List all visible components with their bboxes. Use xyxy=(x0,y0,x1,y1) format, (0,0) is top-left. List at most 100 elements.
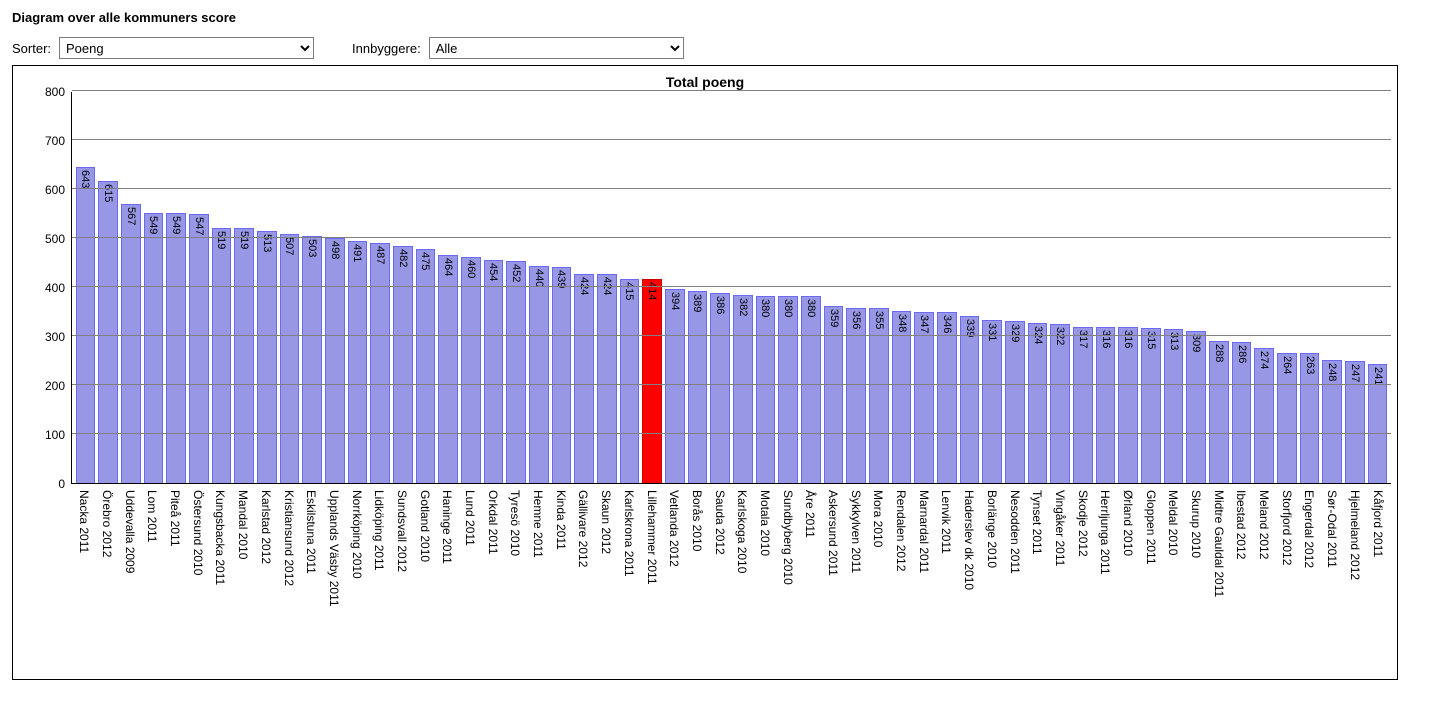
bar-slot: 440 xyxy=(527,92,550,483)
bar: 382 xyxy=(733,295,753,483)
bar: 498 xyxy=(325,238,345,483)
bar: 356 xyxy=(846,308,866,483)
bar-slot: 248 xyxy=(1321,92,1344,483)
bar-value-label: 389 xyxy=(691,294,703,312)
sorter-label: Sorter: xyxy=(12,41,51,56)
bar-value-label: 241 xyxy=(1372,367,1384,385)
bar: 316 xyxy=(1096,327,1116,483)
bar: 346 xyxy=(937,312,957,483)
bar: 424 xyxy=(597,274,617,483)
bar-value-label: 394 xyxy=(669,292,681,310)
x-label: Sykkylven 2011 xyxy=(849,490,863,573)
bar-highlight: 414 xyxy=(642,279,662,483)
x-label: Upplands Väsby 2011 xyxy=(327,490,341,607)
bar: 309 xyxy=(1186,331,1206,483)
x-label-slot: Örebro 2012 xyxy=(96,486,119,671)
x-label-slot: Vetlanda 2012 xyxy=(663,486,686,671)
x-label: Skodje 2012 xyxy=(1076,490,1090,557)
bar: 415 xyxy=(620,279,640,483)
bar-value-label: 264 xyxy=(1281,356,1293,374)
x-label-slot: Norrköping 2010 xyxy=(345,486,368,671)
bar-value-label: 331 xyxy=(986,323,998,341)
bar-slot: 348 xyxy=(890,92,913,483)
bar: 316 xyxy=(1118,327,1138,483)
x-label-slot: Haderslev dk 2010 xyxy=(958,486,981,671)
y-tick-label: 600 xyxy=(45,183,65,197)
bar-slot: 519 xyxy=(210,92,233,483)
bar-slot: 394 xyxy=(663,92,686,483)
bar: 339 xyxy=(960,316,980,483)
x-label: Ibestad 2012 xyxy=(1234,490,1248,559)
bar-slot: 316 xyxy=(1117,92,1140,483)
x-label-slot: Motala 2010 xyxy=(754,486,777,671)
x-label-slot: Vingåker 2011 xyxy=(1049,486,1072,671)
x-label-slot: Sundsvall 2012 xyxy=(391,486,414,671)
bar: 440 xyxy=(529,266,549,483)
bar-value-label: 346 xyxy=(941,315,953,333)
x-label: Hemne 2011 xyxy=(531,490,545,558)
bar-slot: 317 xyxy=(1072,92,1095,483)
bar-slot: 382 xyxy=(731,92,754,483)
x-label-slot: Lenvik 2011 xyxy=(935,486,958,671)
bar-value-label: 519 xyxy=(215,231,227,249)
bar-slot: 439 xyxy=(550,92,573,483)
x-label: Haderslev dk 2010 xyxy=(962,490,976,590)
x-label-slot: Hjelmeland 2012 xyxy=(1344,486,1367,671)
x-label-slot: Sør-Odal 2011 xyxy=(1321,486,1344,671)
bar-slot: 380 xyxy=(754,92,777,483)
bar-slot: 424 xyxy=(573,92,596,483)
x-label-slot: Meland 2012 xyxy=(1253,486,1276,671)
x-label-slot: Karlstad 2012 xyxy=(255,486,278,671)
x-labels-row: Nacka 2011Örebro 2012Uddevalla 2009Lom 2… xyxy=(71,484,1391,671)
x-label: Skurup 2010 xyxy=(1189,490,1203,558)
bar: 475 xyxy=(416,249,436,483)
bar-value-label: 414 xyxy=(646,282,658,300)
bar-value-label: 286 xyxy=(1236,345,1248,363)
x-label-slot: Kåfjord 2011 xyxy=(1366,486,1389,671)
bar-slot: 498 xyxy=(323,92,346,483)
y-tick-label: 500 xyxy=(45,232,65,246)
bar: 359 xyxy=(824,306,844,483)
bar: 460 xyxy=(461,257,481,483)
bar: 439 xyxy=(552,267,572,483)
bar-value-label: 288 xyxy=(1213,344,1225,362)
x-label-slot: Rendalen 2012 xyxy=(890,486,913,671)
bar-value-label: 380 xyxy=(782,299,794,317)
gridline xyxy=(72,335,1391,336)
x-label-slot: Meldal 2010 xyxy=(1162,486,1185,671)
bar-value-label: 454 xyxy=(487,263,499,281)
x-label: Nesodden 2011 xyxy=(1008,490,1022,574)
gridline xyxy=(72,286,1391,287)
bar: 464 xyxy=(438,255,458,483)
x-label: Sundsvall 2012 xyxy=(395,490,409,572)
sorter-select[interactable]: Poeng xyxy=(59,37,314,59)
bar-slot: 549 xyxy=(142,92,165,483)
x-label-slot: Askersund 2011 xyxy=(822,486,845,671)
bar-value-label: 248 xyxy=(1326,363,1338,381)
x-label: Kristiansund 2012 xyxy=(282,490,296,586)
bar-value-label: 329 xyxy=(1009,324,1021,342)
bar: 348 xyxy=(892,311,912,483)
bar: 380 xyxy=(801,296,821,483)
page-title: Diagram over alle kommuners score xyxy=(12,10,1418,25)
x-label: Örebro 2012 xyxy=(100,490,114,557)
x-label: Ørland 2010 xyxy=(1121,490,1135,556)
bar: 394 xyxy=(665,289,685,483)
bar-slot: 464 xyxy=(437,92,460,483)
innbyggere-select[interactable]: Alle xyxy=(429,37,684,59)
x-label: Nacka 2011 xyxy=(77,490,91,553)
bar: 324 xyxy=(1028,323,1048,483)
x-label-slot: Ørland 2010 xyxy=(1117,486,1140,671)
x-label-slot: Engerdal 2012 xyxy=(1298,486,1321,671)
x-label-slot: Lidköping 2011 xyxy=(368,486,391,671)
x-label-slot: Sundbyberg 2010 xyxy=(776,486,799,671)
x-label: Norrköping 2010 xyxy=(350,490,364,579)
x-label-slot: Lillehammer 2011 xyxy=(640,486,663,671)
bar-value-label: 316 xyxy=(1100,330,1112,348)
x-label: Marnardal 2011 xyxy=(917,490,931,573)
x-label-slot: Gällivare 2012 xyxy=(572,486,595,671)
bar-slot: 324 xyxy=(1026,92,1049,483)
bar-slot: 454 xyxy=(482,92,505,483)
x-label: Lom 2011 xyxy=(145,490,159,542)
x-label: Meldal 2010 xyxy=(1166,490,1180,555)
